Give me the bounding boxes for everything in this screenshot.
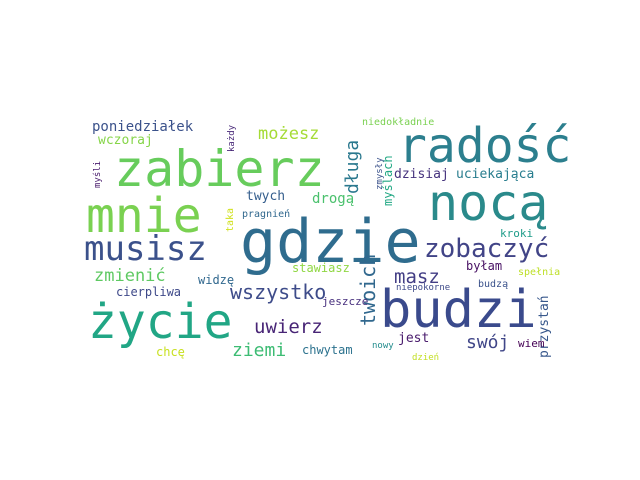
word-gdzie: gdzie [240, 207, 421, 277]
word-pragnien: pragnień [242, 209, 291, 220]
word-twoich: twoich [356, 253, 380, 326]
word-cloud: gdzie życie budzi nocą mnie zabierz rado… [80, 108, 571, 372]
word-zobaczyc: zobaczyć [424, 234, 550, 264]
word-uciekajaca: uciekająca [456, 167, 535, 182]
word-zmienic: zmienić [94, 266, 166, 286]
word-mnie: mnie [86, 188, 202, 244]
word-ziemi: ziemi [232, 340, 287, 361]
word-swoj: swój [466, 332, 510, 353]
word-spelnia: spełnia [518, 267, 561, 278]
word-nowy: nowy [372, 341, 394, 351]
word-chce: chcę [156, 345, 185, 359]
word-wszystko: wszystko [230, 280, 327, 304]
word-dluga: długa [342, 139, 363, 194]
word-zmysly: zmysły [375, 157, 385, 190]
word-musisz: musisz [84, 229, 207, 269]
word-widze: widzę [198, 273, 235, 287]
word-kazdy: każdy [227, 124, 237, 152]
word-jest: jest [398, 331, 430, 346]
word-stawiasz: stawiasz [292, 261, 350, 275]
word-wczoraj: wczoraj [98, 133, 153, 148]
word-twych: twych [246, 189, 286, 204]
word-droga: drogą [312, 191, 355, 207]
word-dzisiaj: dzisiaj [394, 167, 449, 182]
word-zabierz: zabierz [114, 140, 325, 198]
word-bylam: byłam [466, 259, 503, 273]
word-cierpliwa: cierpliwa [116, 285, 182, 299]
word-uwierz: uwierz [254, 316, 323, 338]
word-masz: masz [394, 266, 440, 288]
word-chwytam: chwytam [302, 343, 353, 357]
word-jeszcze: jeszcze [322, 295, 369, 308]
word-mozesz: możesz [258, 124, 320, 144]
word-budzi: budzi [380, 280, 537, 340]
word-noca: nocą [428, 174, 549, 232]
word-radosc: radość [398, 118, 572, 174]
word-wiem: wiem [518, 337, 545, 350]
word-poniedzialek: poniedziałek [92, 119, 194, 135]
word-taka: taka [225, 207, 236, 232]
word-dzien: dzień [412, 353, 440, 363]
word-niepokorne: niepokorne [396, 283, 451, 293]
word-kroki: kroki [500, 227, 534, 240]
word-mysli: myśli [93, 160, 103, 188]
word-niedokladnie: niedokładnie [362, 117, 435, 128]
word-budza: budzą [478, 279, 509, 290]
word-zycie: życie [88, 294, 233, 350]
